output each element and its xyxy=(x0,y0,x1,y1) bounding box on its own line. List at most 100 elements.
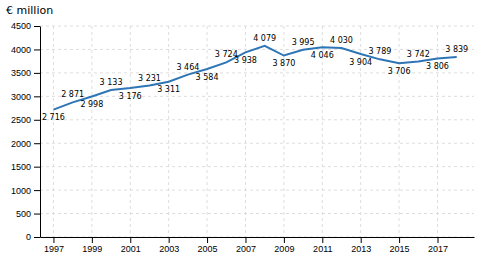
axis-line xyxy=(40,27,41,238)
grid-line xyxy=(40,119,474,120)
tick: 3500 xyxy=(11,68,40,78)
tick-label: 2005 xyxy=(198,244,218,254)
data-label: 3 870 xyxy=(272,59,295,68)
data-label: 3 904 xyxy=(349,58,372,67)
data-label: 2 871 xyxy=(61,90,84,99)
data-label: 3 995 xyxy=(292,38,315,47)
tick: 0 xyxy=(26,232,40,242)
data-label: 3 311 xyxy=(157,85,180,94)
y-axis: 0 500 1000 1500 2000 2500 3000 3500 4000 4500 xyxy=(11,21,41,242)
tick-mark xyxy=(34,120,40,121)
tick-label: 2009 xyxy=(274,244,294,254)
grid-line xyxy=(168,26,169,237)
tick-mark xyxy=(34,49,40,50)
tick-label: 3000 xyxy=(11,92,31,102)
tick-label: 2011 xyxy=(313,244,332,254)
grid-line xyxy=(283,26,284,237)
tick: 2500 xyxy=(11,115,40,125)
data-label: 4 030 xyxy=(330,36,353,45)
data-label: 2 716 xyxy=(42,113,65,122)
grid-line xyxy=(40,143,474,144)
tick: 1500 xyxy=(11,162,40,172)
tick: 2003 xyxy=(159,237,179,254)
tick: 2013 xyxy=(351,237,371,254)
tick: 2001 xyxy=(121,237,141,254)
tick-label: 2001 xyxy=(121,244,141,254)
tick-label: 4500 xyxy=(11,21,31,31)
tick-mark xyxy=(34,26,40,27)
tick: 2000 xyxy=(11,139,40,149)
tick-label: 2007 xyxy=(236,244,256,254)
axis-title: € million xyxy=(6,4,53,17)
tick: 2005 xyxy=(198,237,218,254)
tick-mark xyxy=(34,214,40,215)
tick: 2015 xyxy=(390,237,410,254)
data-label: 3 133 xyxy=(100,78,123,87)
grid-line xyxy=(53,26,54,237)
tick-label: 2003 xyxy=(159,244,179,254)
tick-label: 2015 xyxy=(390,244,410,254)
tick-mark xyxy=(34,167,40,168)
tick-mark xyxy=(34,190,40,191)
tick-mark xyxy=(34,237,40,238)
tick-label: 1000 xyxy=(11,185,31,195)
tick-mark xyxy=(438,237,439,243)
data-label: 3 742 xyxy=(407,50,430,59)
tick-mark xyxy=(130,237,131,243)
tick-label: 3500 xyxy=(11,68,31,78)
tick: 2017 xyxy=(428,237,448,254)
data-label: 3 839 xyxy=(445,45,468,54)
data-label: 3 789 xyxy=(368,47,391,56)
tick-label: 2013 xyxy=(351,244,371,254)
tick-label: 500 xyxy=(16,209,31,219)
data-label: 3 176 xyxy=(119,92,142,101)
axis-line xyxy=(41,237,475,238)
data-label: 3 706 xyxy=(388,67,411,76)
grid xyxy=(40,26,474,237)
tick: 4000 xyxy=(11,45,40,55)
tick: 2011 xyxy=(313,237,332,254)
tick-mark xyxy=(399,237,400,243)
tick-label: 2017 xyxy=(428,244,448,254)
tick-mark xyxy=(34,73,40,74)
tick-label: 0 xyxy=(26,232,31,242)
tick-mark xyxy=(284,237,285,243)
grid-line xyxy=(130,26,131,237)
tick-mark xyxy=(34,143,40,144)
tick: 2009 xyxy=(274,237,294,254)
data-labels: 2 7162 8712 9983 1333 1763 2313 3113 464… xyxy=(42,34,468,123)
grid-line xyxy=(40,166,474,167)
tick-label: 2500 xyxy=(11,115,31,125)
tick-label: 4000 xyxy=(11,45,31,55)
chart: 1997 1999 2001 2003 2005 2007 2009 2011 2013 2015… xyxy=(0,0,488,259)
grid-line xyxy=(40,190,474,191)
tick-mark xyxy=(361,237,362,243)
grid-line xyxy=(40,26,474,27)
tick-mark xyxy=(169,237,170,243)
tick-mark xyxy=(92,237,93,243)
x-axis: 1997 1999 2001 2003 2005 2007 2009 2011 2013 2015… xyxy=(41,237,475,254)
data-label: 4 079 xyxy=(253,34,276,43)
tick-mark xyxy=(322,237,323,243)
grid-line xyxy=(207,26,208,237)
tick-label: 1997 xyxy=(44,244,64,254)
data-label: 3 464 xyxy=(176,63,199,72)
tick-mark xyxy=(34,96,40,97)
tick: 1999 xyxy=(82,237,102,254)
plot: 1997 1999 2001 2003 2005 2007 2009 2011 2013 2015… xyxy=(11,21,475,254)
data-label: 3 806 xyxy=(426,62,449,71)
data-label: 2 998 xyxy=(80,100,103,109)
tick: 1000 xyxy=(11,185,40,195)
data-label: 3 938 xyxy=(234,56,257,65)
tick: 500 xyxy=(16,209,40,219)
tick: 2007 xyxy=(236,237,256,254)
tick-label: 1999 xyxy=(82,244,102,254)
tick-label: 2000 xyxy=(11,139,31,149)
grid-line xyxy=(40,96,474,97)
grid-line xyxy=(399,26,400,237)
tick: 4500 xyxy=(11,21,40,31)
line xyxy=(53,46,456,110)
tick-mark xyxy=(53,237,54,243)
tick-label: 1500 xyxy=(11,162,31,172)
data-label: 4 046 xyxy=(311,51,334,60)
